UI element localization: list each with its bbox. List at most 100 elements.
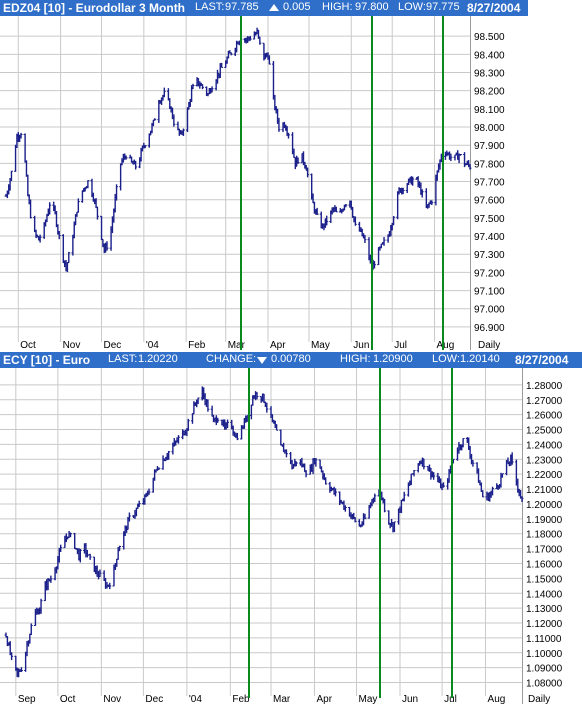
chart-panel-eurodollar: EDZ04 [10] - Eurodollar 3 Month LAST: 97…: [0, 0, 528, 350]
ohlc-bar: [468, 164, 472, 170]
low-value: 1.20140: [460, 353, 500, 365]
x-tick-label: Jul: [444, 694, 457, 705]
ohlc-bar: [29, 199, 33, 219]
last-value: 97.785: [225, 1, 259, 13]
ohlc-bar: [176, 435, 180, 444]
x-tick-label: Dec: [104, 340, 122, 350]
ohlc-bar: [48, 202, 52, 215]
ohlc-bar: [344, 204, 348, 208]
marker-line-bottom: [379, 368, 382, 698]
ohlc-bar: [80, 190, 84, 203]
y-tick-label: 1.28000: [526, 381, 563, 392]
y-tick-label: 1.13000: [526, 604, 563, 615]
ohlc-bar: [286, 132, 290, 139]
x-tick-label: Sep: [18, 694, 36, 705]
low-label: LOW:: [432, 353, 460, 365]
ohlc-bar: [306, 167, 310, 178]
last-label: LAST:: [195, 1, 225, 13]
y-tick-label: 96.900: [474, 323, 505, 334]
ohlc-bar: [471, 460, 475, 467]
ohlc-bar: [26, 174, 30, 197]
ohlc-bar: [510, 452, 514, 465]
ohlc-bar: [422, 458, 426, 470]
x-tick-label: May: [359, 694, 378, 705]
ohlc-bar: [216, 417, 220, 423]
ohlc-bar: [491, 486, 495, 496]
ohlc-bar: [115, 184, 119, 201]
ohlc-bar: [86, 180, 90, 189]
high-value: 97.800: [355, 1, 389, 13]
ohlc-bar: [249, 404, 253, 420]
ohlc-bar: [325, 215, 329, 226]
marker-line-top: [370, 16, 373, 350]
y-tick-label: 1.16000: [526, 559, 563, 570]
ohlc-bar: [67, 251, 71, 264]
ohlc-bar: [411, 176, 415, 186]
ohlc-bar: [88, 553, 92, 560]
y-tick-label: 1.24000: [526, 440, 563, 451]
x-tick-label: Mar: [228, 340, 246, 350]
ohlc-bar: [127, 512, 131, 522]
marker-line-top: [239, 16, 242, 350]
ohlc-bar: [353, 216, 357, 226]
ohlc-bar: [134, 160, 138, 170]
y-tick-label: 97.300: [474, 250, 505, 261]
last-value: 1.20220: [138, 353, 178, 365]
ohlc-bar: [392, 216, 396, 226]
ohlc-bar: [458, 154, 462, 156]
y-tick-label: 1.26000: [526, 411, 563, 422]
x-tick-label: Oct: [20, 340, 36, 350]
y-tick-label: 1.21000: [526, 485, 563, 496]
ohlc-bar: [461, 437, 465, 448]
ohlc-bar: [284, 449, 288, 458]
ohlc-bar: [196, 397, 200, 405]
ohlc-bar: [387, 510, 391, 525]
ohlc-bar: [19, 667, 23, 672]
ohlc-bar: [279, 429, 283, 446]
ohlc-bar: [402, 491, 406, 502]
ohlc-bar: [118, 545, 122, 552]
x-tick-label: Apr: [316, 694, 332, 705]
ohlc-bar: [157, 467, 161, 470]
high-value: 1.20900: [373, 353, 413, 365]
ohlc-bar: [167, 450, 171, 460]
low-label: LOW:: [398, 1, 426, 13]
ohlc-bar: [220, 62, 224, 68]
y-tick-label: 1.08000: [526, 679, 563, 690]
change-up-icon: [269, 4, 279, 11]
ohlc-bar: [343, 505, 347, 512]
y-tick-label: 98.000: [474, 123, 505, 134]
y-tick-label: 97.500: [474, 214, 505, 225]
y-tick-label: 1.17000: [526, 545, 563, 556]
ohlc-bar: [255, 392, 259, 400]
ohlc-bar: [29, 623, 33, 636]
symbol-title: EDZ04 [10] - Eurodollar 3 Month: [3, 1, 186, 15]
ohlc-bar: [23, 133, 27, 163]
y-tick-label: 97.400: [474, 232, 505, 243]
ohlc-bar: [206, 399, 210, 412]
y-tick-label: 1.10000: [526, 649, 563, 660]
ohlc-bar: [186, 418, 190, 431]
ohlc-bar: [267, 55, 271, 65]
ohlc-bar: [39, 598, 43, 614]
y-tick-label: 1.20000: [526, 500, 563, 511]
ohlc-bar: [143, 145, 147, 149]
ohlc-bar: [78, 548, 82, 563]
ohlc-bar: [314, 457, 318, 467]
ohlc-bar: [275, 424, 279, 431]
ohlc-bar: [441, 482, 445, 488]
y-tick-label: 98.100: [474, 105, 505, 116]
header-bar-euro: ECY [10] - Euro LAST: 1.20220 CHANGE: 0.…: [0, 352, 582, 368]
y-tick-label: 97.000: [474, 305, 505, 316]
y-tick-label: 98.400: [474, 50, 505, 61]
ohlc-bar: [181, 128, 185, 137]
y-tick-label: 1.11000: [526, 634, 562, 645]
ohlc-bar: [59, 544, 63, 552]
x-tick-label: Jun: [402, 694, 418, 705]
y-tick-label: 97.100: [474, 287, 505, 298]
x-tick-label: Dec: [145, 694, 163, 705]
y-tick-label: 97.600: [474, 196, 505, 207]
x-tick-label: Feb: [232, 694, 250, 705]
x-axis-end-label: Daily: [478, 340, 500, 350]
y-tick-label: 1.19000: [526, 515, 563, 526]
